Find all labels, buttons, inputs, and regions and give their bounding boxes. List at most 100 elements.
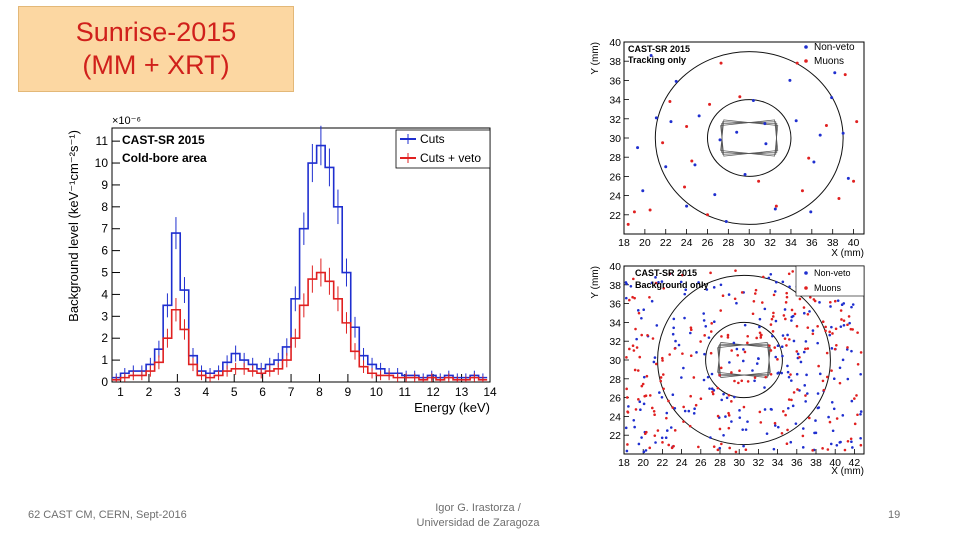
non-veto-point (671, 332, 675, 336)
x-tick-label: 18 (618, 457, 630, 469)
non-veto-point (836, 299, 840, 302)
spectrum-plot-frame (111, 127, 491, 383)
non-veto-point (744, 428, 748, 431)
muon-point (835, 417, 839, 420)
non-veto-point (654, 276, 657, 279)
muon-point (783, 337, 787, 340)
muon-point (689, 328, 693, 332)
non-veto-point (791, 404, 795, 408)
muon-point (670, 446, 674, 450)
scatter2-x-label: X (mm) (831, 466, 864, 477)
y-tick-label: 38 (609, 280, 621, 292)
non-veto-point (708, 387, 711, 390)
muon-point (761, 275, 765, 279)
non-veto-point (738, 409, 741, 412)
muon-point (773, 421, 777, 425)
muon-point (768, 344, 771, 347)
muon-point (833, 347, 837, 351)
non-veto-point (802, 350, 806, 354)
muon-point (746, 380, 750, 383)
y-tick-label: 0 (101, 375, 108, 389)
non-veto-point (751, 369, 754, 372)
non-veto-point (636, 146, 640, 150)
scatter1-legend-nonveto: Non-veto (814, 42, 855, 53)
muon-point (811, 449, 814, 452)
x-tick-label: 13 (455, 385, 469, 399)
muon-point (772, 311, 775, 315)
muon-point (804, 347, 807, 351)
muon-point (846, 439, 850, 443)
muon-point (709, 330, 713, 333)
muon-point (809, 295, 812, 299)
spectrum-y-label: Background level (keV⁻¹cm⁻²s⁻¹) (66, 130, 81, 322)
muon-point (784, 301, 788, 304)
non-veto-point (850, 440, 853, 444)
non-veto-point (816, 392, 820, 395)
non-veto-point (765, 432, 769, 435)
muon-point (774, 204, 778, 208)
muon-point (654, 281, 658, 285)
muon-point (650, 406, 654, 410)
muon-point (751, 312, 755, 316)
muon-point (673, 347, 677, 350)
muon-point (653, 413, 656, 417)
non-veto-point (796, 352, 800, 356)
non-veto-point (830, 400, 834, 404)
non-veto-point (850, 305, 853, 309)
muon-point (754, 288, 758, 292)
muon-point (688, 424, 692, 428)
muon-point (720, 335, 723, 338)
muon-point (833, 299, 837, 303)
non-veto-point (703, 352, 706, 356)
muon-point (689, 354, 693, 357)
muon-point (709, 271, 712, 275)
non-veto-point (746, 420, 749, 423)
muon-point (856, 362, 860, 366)
muon-point (798, 355, 801, 359)
muon-point (843, 73, 847, 77)
muon-point (727, 411, 730, 415)
x-tick-label: 8 (316, 385, 323, 399)
non-veto-point (812, 160, 816, 164)
muon-point (711, 390, 714, 394)
muon-point (626, 222, 630, 226)
non-veto-point (859, 436, 862, 440)
muon-point (781, 410, 785, 413)
y-tick-label: 24 (609, 191, 621, 203)
muon-point (822, 388, 826, 392)
muon-point (648, 208, 652, 212)
muon-point (746, 334, 749, 338)
non-veto-point (792, 339, 796, 343)
non-veto-point (794, 422, 798, 425)
y-tick-label: 9 (101, 178, 108, 192)
muon-point (625, 356, 628, 359)
muon-point (758, 331, 762, 335)
non-veto-point (838, 441, 842, 444)
muon-point (625, 387, 628, 391)
scatter2-legend-nonveto: Non-veto (814, 268, 851, 278)
non-veto-point (741, 359, 745, 363)
x-tick-label: 40 (829, 457, 841, 469)
x-tick-label: 20 (637, 457, 649, 469)
non-veto-point (728, 361, 731, 364)
muon-point (828, 420, 832, 424)
non-veto-point (832, 377, 836, 381)
muon-point (853, 397, 856, 400)
muon-point (787, 272, 791, 276)
non-veto-point (774, 319, 778, 323)
muon-point (826, 448, 830, 451)
muon-point (764, 375, 768, 379)
non-veto-point (724, 415, 727, 418)
muon-point (776, 358, 779, 361)
muon-point (790, 308, 794, 312)
non-veto-point (809, 210, 813, 214)
x-tick-label: 42 (849, 457, 861, 469)
muon-point (802, 306, 806, 309)
x-tick-label: 4 (202, 385, 209, 399)
non-veto-point (627, 405, 630, 408)
non-veto-point (684, 288, 688, 292)
scatter1-title: CAST-SR 2015 (628, 44, 690, 54)
non-veto-point (693, 163, 697, 167)
non-veto-point (758, 325, 761, 329)
muon-point (849, 437, 853, 441)
